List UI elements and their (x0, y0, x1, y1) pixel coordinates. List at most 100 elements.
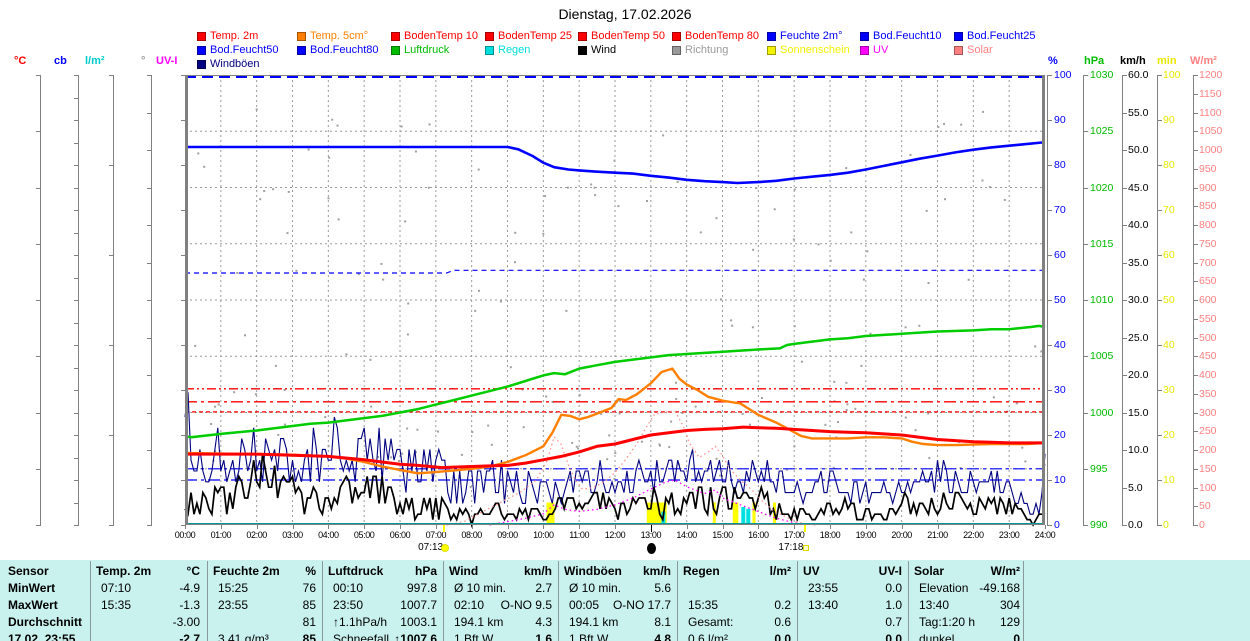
axis-tick (1047, 165, 1052, 166)
axis-tick-label: 100 (1054, 69, 1072, 81)
axis-header-cb: cb (54, 55, 67, 67)
table-cell-desc: 15:35 (688, 598, 719, 612)
table-cell-desc: Tag:1:20 h (919, 615, 976, 629)
sunrise-sun-icon (440, 544, 449, 552)
axis-tick (36, 525, 41, 526)
sunrise-time: 07:13 (418, 542, 444, 553)
axis-tick (1157, 120, 1162, 121)
table-col-unit: % (305, 564, 316, 578)
axis-tick (1157, 75, 1162, 76)
axis-tick (1047, 75, 1052, 76)
x-axis-label: 13:00 (640, 530, 662, 540)
axis-tick (1122, 450, 1127, 451)
series-Wind (184, 453, 1046, 529)
axis-header-UVI: UV-I (156, 55, 178, 67)
table-cell-value: -3.00 (172, 615, 200, 629)
legend-label: BodenTemp 80 (685, 30, 759, 42)
axis-tick (1083, 75, 1088, 76)
legend-label: Sonnenschein (780, 44, 850, 56)
axis-header-C: °C (14, 55, 27, 67)
table-cell-desc: ↑1.1hPa/h (333, 615, 388, 629)
table-col-unit: W/m² (990, 564, 1020, 578)
axis-tick (1122, 75, 1127, 76)
legend-label: Temp. 2m (210, 30, 259, 42)
table-cell-desc: 1 Bft W (569, 632, 609, 641)
page-title: Dienstag, 17.02.2026 (558, 6, 692, 22)
axis-tick-label: 700 (1199, 256, 1217, 269)
axis-tick (74, 480, 79, 481)
axis-tick (1083, 525, 1088, 526)
table-cell-value: 1.6 (535, 632, 552, 641)
table-cell-value: -49.168 (979, 581, 1020, 595)
axis-tick (1157, 300, 1162, 301)
x-axis-hour-tick (185, 525, 186, 529)
legend-swatch (197, 32, 206, 41)
legend-swatch (767, 32, 776, 41)
axis-tick-label: 1030 (1090, 69, 1114, 81)
axis-tick-label: 30 (1054, 384, 1066, 396)
axis-header-: ° (141, 55, 146, 67)
axis-tick (1083, 243, 1088, 245)
table-separator (797, 561, 798, 641)
axis-tick-label: 350 (1199, 387, 1217, 400)
legend-label: UV (873, 44, 889, 56)
x-axis-label: 24:00 (1034, 530, 1056, 540)
table-cell-value: 304 (999, 598, 1020, 612)
plot-svg (184, 75, 1046, 529)
axis-tick (147, 412, 152, 414)
axis-tick (1122, 337, 1127, 339)
axis-tick-label: 10 (1163, 474, 1175, 486)
table-col-unit: UV-I (878, 564, 902, 578)
axis-tick (36, 412, 41, 414)
axis-tick (74, 345, 79, 346)
axis-tick (181, 525, 186, 526)
axis-header-: % (1048, 55, 1058, 67)
axis-tick (1193, 243, 1198, 245)
legend-label: Bod.Feucht25 (967, 30, 1036, 42)
legend-swatch (485, 32, 494, 41)
table-col-name: Windböen (564, 564, 622, 578)
series-Temp5cm (184, 367, 1046, 475)
axis-tick (74, 502, 79, 504)
axis-tick (1083, 412, 1088, 414)
axis-tick (1193, 487, 1198, 489)
axis-header-hPa: hPa (1084, 55, 1105, 67)
table-col-unit: °C (186, 564, 200, 578)
axis-tick-label: 200 (1199, 444, 1217, 456)
table-col-name: Wind (449, 564, 479, 578)
x-axis-label: 06:00 (389, 530, 411, 540)
axis-tick-label: 50 (1163, 294, 1175, 306)
axis-tick (74, 97, 79, 99)
table-row-label: 17.02. 23:55 (8, 632, 76, 641)
table-cell-value: 2.7 (535, 581, 552, 595)
axis-tick-label: 800 (1199, 219, 1217, 231)
x-axis-hour-tick (1009, 525, 1011, 529)
axis-tick-label: 20 (1163, 429, 1175, 441)
axis-tick (74, 187, 79, 189)
x-axis-label: 20:00 (891, 530, 912, 540)
x-axis-hour-tick (220, 525, 222, 529)
axis-tick-label: 990 (1090, 519, 1108, 531)
axis-tick (1157, 345, 1162, 346)
axis-tick (1047, 255, 1052, 256)
axis-tick (1193, 75, 1198, 76)
axis-tick-label: 0 (1054, 519, 1060, 531)
table-cell-desc: 13:40 (808, 598, 839, 612)
axis-tick (181, 120, 186, 121)
axis-tick (181, 390, 186, 391)
table-cell-value: -1.3 (179, 598, 200, 612)
axis-tick-label: 1100 (1199, 106, 1222, 119)
table-cell-value: 4.8 (654, 632, 671, 641)
x-axis-label: 03:00 (282, 530, 303, 540)
axis-header-kmh: km/h (1120, 55, 1146, 67)
table-cell-desc: 00:10 (333, 581, 364, 595)
x-axis-label: 11:00 (569, 530, 590, 540)
table-cell-value: 85 (302, 598, 316, 612)
axis-tick-label: 40.0 (1128, 219, 1149, 231)
axis-tick (109, 345, 114, 346)
axis-tick (1083, 356, 1088, 358)
table-cell-desc: Ø 10 min. (569, 581, 622, 595)
x-axis-hour-tick (292, 525, 294, 529)
axis-tick (147, 450, 152, 451)
